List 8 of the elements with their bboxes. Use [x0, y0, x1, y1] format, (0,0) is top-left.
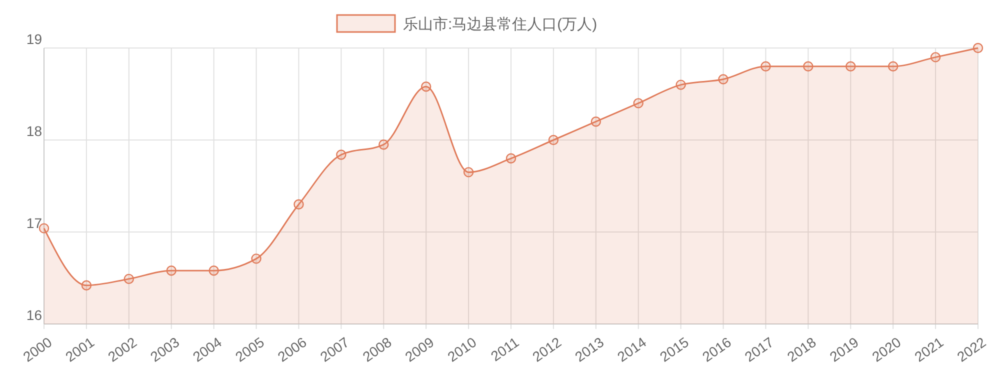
y-tick-label: 16 — [26, 307, 42, 323]
x-tick-label: 2021 — [912, 334, 946, 365]
y-tick-label: 18 — [26, 123, 42, 139]
y-tick-label: 17 — [26, 215, 42, 231]
y-tick-label: 19 — [26, 31, 42, 47]
legend-label: 乐山市:马边县常住人口(万人) — [403, 16, 598, 33]
x-tick-label: 2011 — [488, 334, 522, 364]
x-tick-label: 2001 — [62, 334, 98, 365]
